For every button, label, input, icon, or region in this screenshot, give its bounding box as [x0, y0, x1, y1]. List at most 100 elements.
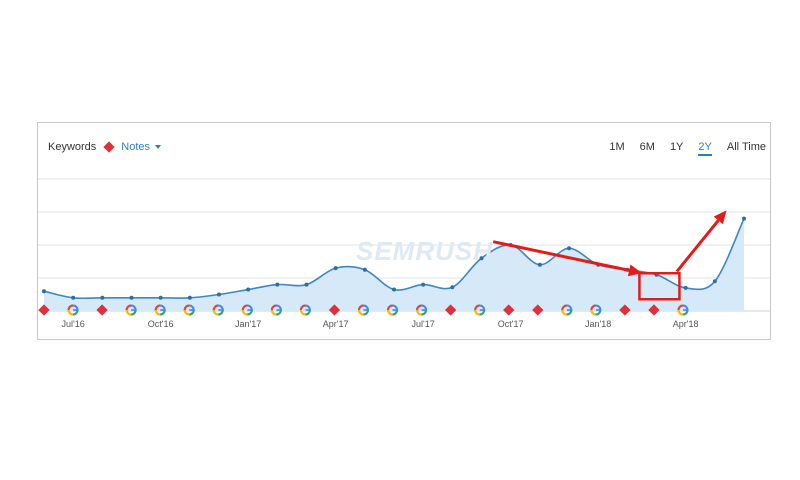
data-point	[158, 295, 163, 300]
data-point	[537, 262, 542, 267]
google-icon-yellow	[416, 309, 422, 316]
google-update-marker	[299, 304, 311, 316]
google-icon-red	[561, 304, 568, 311]
semrush-watermark: SEMRUSH	[356, 236, 494, 266]
google-update-marker	[561, 304, 573, 316]
google-icon-red	[125, 304, 132, 311]
google-icon-green	[595, 309, 602, 316]
chevron-down-icon[interactable]	[155, 145, 162, 149]
data-point	[304, 282, 309, 287]
google-update-marker	[183, 304, 195, 316]
google-icon-yellow	[561, 309, 568, 316]
x-tick-label: Apr'18	[673, 319, 699, 329]
data-point	[567, 246, 571, 251]
google-icon-red	[212, 304, 219, 311]
google-icon-yellow	[125, 309, 132, 316]
google-icon-red	[67, 304, 74, 311]
series-area	[44, 218, 744, 311]
chart-card: Jul'16 Oct'16 Jan'17 Apr'17 Jul'17 Oct'17 Jan'…	[37, 122, 771, 340]
data-point	[683, 285, 688, 290]
google-update-marker	[125, 304, 137, 316]
google-update-marker	[358, 304, 369, 316]
range-1y[interactable]: 1Y	[669, 141, 684, 153]
note-marker	[328, 304, 341, 316]
google-icon-yellow	[270, 309, 277, 316]
google-icon-red	[474, 304, 480, 311]
google-update-marker	[677, 304, 689, 316]
chart-header: Keywords Notes	[48, 141, 162, 153]
google-icon-yellow	[241, 309, 248, 316]
range-1m[interactable]: 1M	[609, 141, 625, 153]
range-6m[interactable]: 6M	[639, 141, 655, 153]
note-marker	[619, 304, 631, 316]
annotation-highlight-box	[638, 272, 681, 301]
note-marker	[96, 304, 108, 316]
google-icon-green	[479, 309, 486, 316]
x-tick-label: Jan'18	[585, 319, 611, 329]
data-point	[362, 267, 367, 272]
marker-layer	[38, 304, 689, 316]
google-update-marker	[416, 304, 428, 316]
data-point	[129, 295, 134, 300]
note-marker	[648, 304, 660, 316]
data-point	[71, 295, 76, 300]
x-tick-label: Apr'17	[323, 319, 349, 329]
note-marker	[444, 304, 457, 316]
google-icon-yellow	[590, 309, 597, 316]
google-update-marker	[67, 304, 79, 316]
notes-dropdown[interactable]: Notes	[121, 141, 151, 153]
google-icon-red	[299, 304, 306, 311]
x-tick-label: Jul'16	[62, 319, 85, 329]
google-icon-red	[241, 304, 248, 311]
google-icon-yellow	[183, 309, 190, 316]
chart-svg: Jul'16 Oct'16 Jan'17 Apr'17 Jul'17 Oct'17 Jan'…	[38, 178, 770, 329]
google-icon-red	[677, 304, 684, 311]
data-point	[421, 282, 426, 287]
notes-diamond-icon	[103, 141, 115, 153]
google-icon-green	[421, 309, 428, 316]
annotation-arrow	[492, 240, 630, 272]
google-update-marker	[212, 304, 224, 316]
google-icon-green	[72, 309, 79, 316]
annotation-layer	[492, 210, 727, 301]
time-range-selector: 1M 6M 1Y 2Y All Time	[594, 141, 766, 156]
google-icon-green	[218, 309, 224, 316]
google-icon-green	[130, 309, 137, 316]
x-tick-label: Jul'17	[412, 319, 435, 329]
data-point	[42, 289, 46, 294]
note-marker	[532, 304, 544, 316]
google-update-marker	[590, 304, 602, 316]
range-2y[interactable]: 2Y	[698, 141, 712, 156]
google-icon-yellow	[154, 309, 161, 316]
google-icon-red	[270, 304, 277, 311]
google-update-marker	[474, 304, 486, 316]
range-all-time[interactable]: All Time	[726, 141, 766, 153]
google-update-marker	[154, 304, 166, 316]
google-icon-red	[358, 304, 364, 311]
google-icon-red	[154, 304, 161, 311]
google-icon-yellow	[67, 309, 74, 316]
data-point	[450, 285, 455, 290]
note-marker	[503, 304, 515, 316]
google-icon-yellow	[387, 309, 393, 316]
x-tick-label: Oct'16	[148, 319, 174, 329]
google-icon-green	[159, 309, 166, 316]
data-point	[479, 256, 484, 261]
google-icon-yellow	[677, 309, 684, 316]
data-point	[333, 266, 338, 271]
google-icon-yellow	[299, 309, 306, 316]
data-point	[742, 216, 746, 221]
google-update-marker	[241, 304, 253, 316]
annotation-arrowhead	[713, 210, 727, 225]
google-icon-red	[183, 304, 190, 311]
data-point	[187, 295, 192, 300]
google-update-marker	[270, 304, 282, 316]
google-icon-red	[590, 304, 597, 311]
keywords-label: Keywords	[48, 141, 97, 153]
google-icon-yellow	[358, 309, 364, 316]
data-point	[217, 292, 221, 297]
data-point	[275, 282, 280, 287]
data-point	[392, 287, 396, 292]
google-icon-red	[416, 304, 422, 311]
google-icon-yellow	[212, 309, 219, 316]
